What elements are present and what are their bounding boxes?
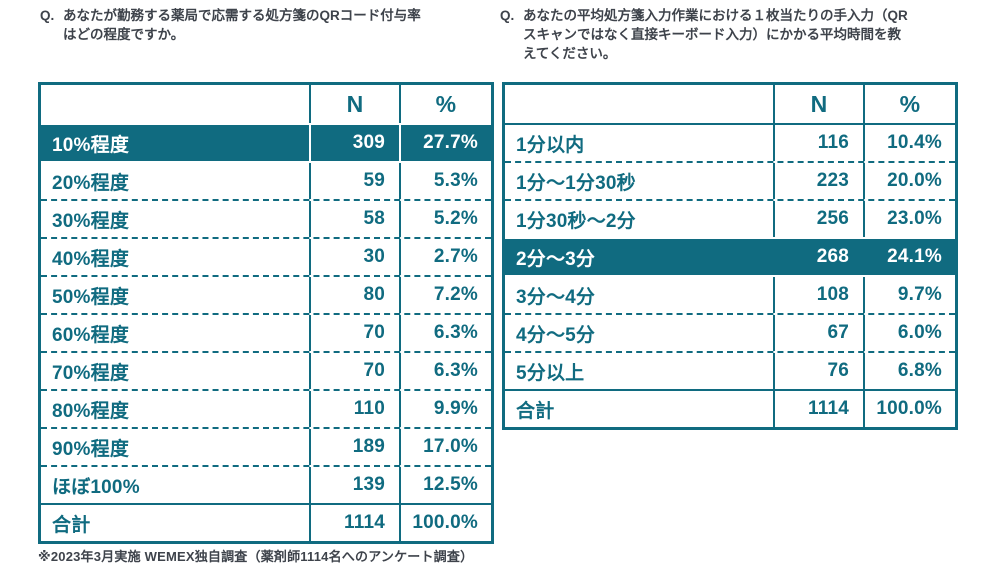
row-label: 90%程度 [52,438,130,460]
row-pct-value: 6.3% [399,353,491,389]
row-label: 10%程度 [52,134,130,156]
table-row: 40%程度 30 2.7% [41,237,491,275]
table-row: 10%程度 309 27.7% [41,123,491,161]
table-row: 50%程度 80 7.2% [41,275,491,313]
row-n-value: 58 [309,201,399,237]
row-label: 50%程度 [52,286,130,308]
row-label: 3分～4分 [516,286,596,308]
row-pct-value: 12.5% [399,467,491,503]
row-n-value: 67 [773,315,863,351]
row-n-value: 76 [773,353,863,389]
row-label: 80%程度 [52,400,130,422]
row-label: 2分～3分 [516,248,596,270]
row-label: 5分以上 [516,362,585,384]
row-pct-value: 27.7% [399,125,491,161]
question-prefix: Q. [40,8,55,23]
row-label: ほぼ100% [52,476,140,498]
table-row: 合計 1114 100.0% [41,503,491,541]
table-row: 5分以上 76 6.8% [505,351,955,389]
header-pct-label: % [863,85,955,123]
table-row: 20%程度 59 5.3% [41,161,491,199]
table-row: 1分30秒～2分 256 23.0% [505,199,955,237]
row-n-value: 189 [309,429,399,465]
header-n-label: N [309,85,399,123]
question-text: あなたが勤務する薬局で応需する処方箋のQRコード付与率 はどの程度ですか。 [63,8,421,43]
row-label: 1分30秒～2分 [516,210,636,232]
row-n-value: 256 [773,201,863,237]
question-text: あなたの平均処方箋入力作業における１枚当たりの手入力（QR スキャンではなく直接… [523,8,908,62]
header-n-label: N [773,85,863,123]
row-pct-value: 6.8% [863,353,955,389]
question-prefix: Q. [500,8,515,23]
row-n-value: 1114 [309,505,399,541]
row-pct-value: 6.0% [863,315,955,351]
row-pct-value: 6.3% [399,315,491,351]
row-n-value: 139 [309,467,399,503]
table-row: 1分～1分30秒 223 20.0% [505,161,955,199]
header-empty-cell [505,85,773,123]
row-n-value: 30 [309,239,399,275]
header-empty-cell [41,85,309,123]
table-row: 90%程度 189 17.0% [41,427,491,465]
input-time-table: N % 1分以内 116 10.4% 1分～1分30秒 223 20.0% 1分… [502,82,958,430]
row-n-value: 309 [309,125,399,161]
table-row: 4分～5分 67 6.0% [505,313,955,351]
row-label: 30%程度 [52,210,130,232]
row-n-value: 268 [816,246,849,267]
survey-footnote: ※2023年3月実施 WEMEX独自調査（薬剤師1114名へのアンケート調査） [38,549,474,564]
qr-rate-table: N % 10%程度 309 27.7% 20%程度 59 5.3% 30%程度 … [38,82,494,544]
table-header-row: N % [505,85,955,123]
table-row: 60%程度 70 6.3% [41,313,491,351]
row-pct-value: 23.0% [863,201,955,237]
row-n-value: 223 [773,163,863,199]
row-pct-value: 17.0% [399,429,491,465]
row-pct-value: 5.3% [399,163,491,199]
row-label: 4分～5分 [516,324,596,346]
row-pct-value: 20.0% [863,163,955,199]
row-label: 1分～1分30秒 [516,172,636,194]
question-qr-rate: Q. あなたが勤務する薬局で応需する処方箋のQRコード付与率 はどの程度ですか。 [40,6,490,44]
table-row: ほぼ100% 139 12.5% [41,465,491,503]
table-header-row: N % [41,85,491,123]
row-pct-value: 9.9% [399,391,491,427]
header-pct-label: % [399,85,491,123]
row-n-value: 116 [773,125,863,161]
row-pct-value: 2.7% [399,239,491,275]
row-pct-value: 7.2% [399,277,491,313]
row-label: 60%程度 [52,324,130,346]
table-row: 70%程度 70 6.3% [41,351,491,389]
row-n-value: 59 [309,163,399,199]
table-row: 2分～3分 268 24.1% [505,237,955,275]
row-n-value: 108 [773,277,863,313]
row-n-value: 70 [309,353,399,389]
row-label: 70%程度 [52,362,130,384]
row-label: 合計 [52,514,91,536]
row-pct-value: 9.7% [863,277,955,313]
row-pct-value: 10.4% [863,125,955,161]
row-n-value: 70 [309,315,399,351]
row-label: 1分以内 [516,134,585,156]
row-pct-value: 24.1% [887,246,942,267]
row-label: 20%程度 [52,172,130,194]
row-label: 40%程度 [52,248,130,270]
table-row: 3分～4分 108 9.7% [505,275,955,313]
row-n-value: 110 [309,391,399,427]
row-label: 合計 [516,400,555,422]
row-pct-value: 100.0% [863,391,955,427]
question-input-time: Q. あなたの平均処方箋入力作業における１枚当たりの手入力（QR スキャンではな… [500,6,966,63]
row-n-value: 1114 [773,391,863,427]
table-row: 合計 1114 100.0% [505,389,955,427]
table-row: 1分以内 116 10.4% [505,123,955,161]
table-row: 80%程度 110 9.9% [41,389,491,427]
table-row: 30%程度 58 5.2% [41,199,491,237]
row-n-value: 80 [309,277,399,313]
row-pct-value: 100.0% [399,505,491,541]
row-pct-value: 5.2% [399,201,491,237]
